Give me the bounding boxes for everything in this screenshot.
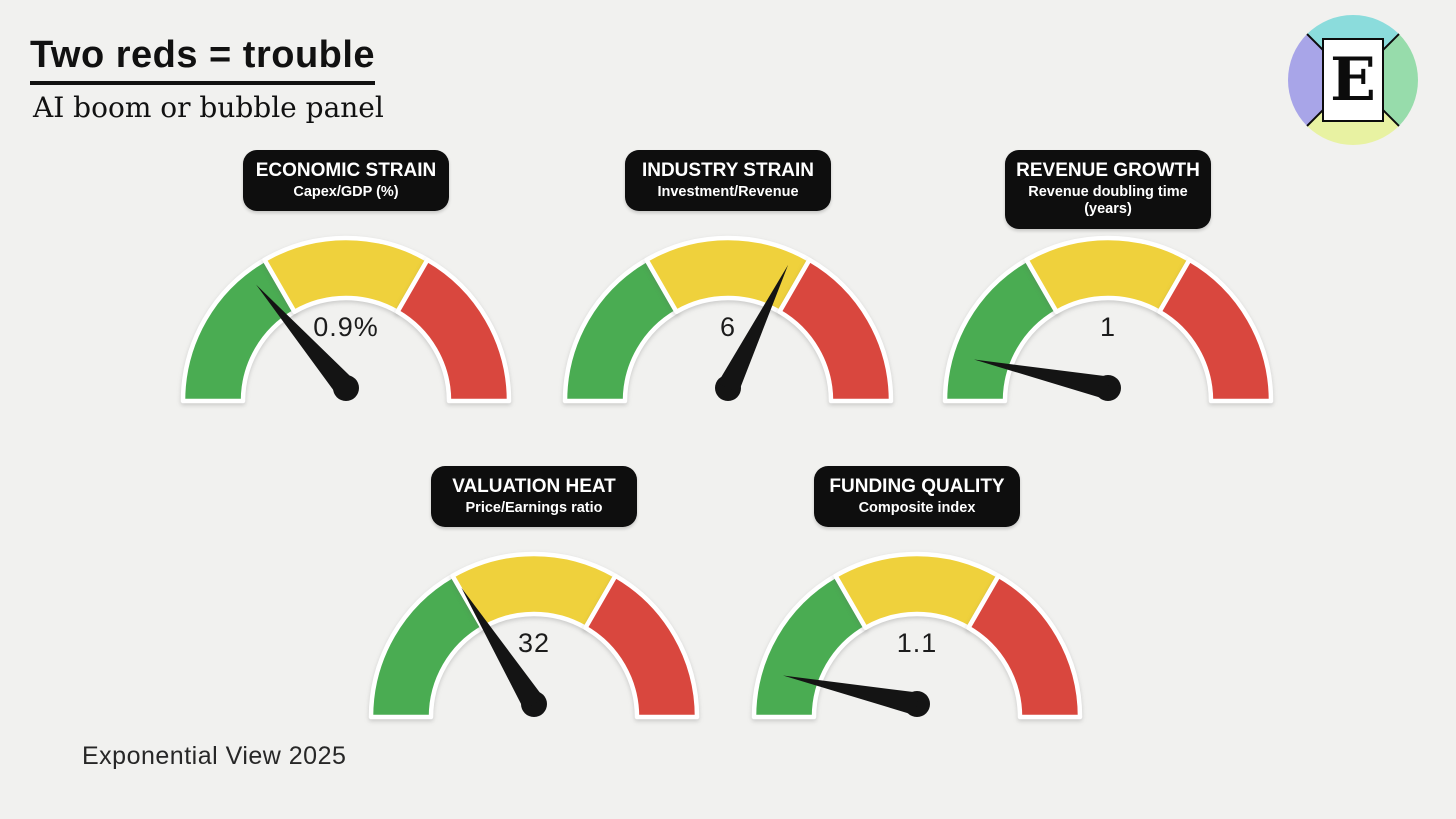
gauge-subtitle: Revenue doubling time (years): [1028, 183, 1188, 218]
gauge-arc-red: [395, 257, 512, 404]
gauge-label-badge: REVENUE GROWTH Revenue doubling time (ye…: [1005, 150, 1211, 229]
gauge-value: 1: [1100, 312, 1116, 342]
header: Two reds = trouble AI boom or bubble pan…: [30, 34, 384, 123]
gauge-value: 6: [720, 312, 736, 342]
gauge-economic-strain: ECONOMIC STRAIN Capex/GDP (%) 0.9%: [166, 150, 526, 420]
gauge-needle: [717, 264, 789, 393]
gauge-subtitle: Price/Earnings ratio: [465, 499, 603, 516]
gauge-arc-red: [777, 257, 894, 404]
gauge-arc-red: [966, 573, 1083, 720]
gauge-title: FUNDING QUALITY: [829, 476, 1005, 497]
gauge-funding-quality: FUNDING QUALITY Composite index 1.1: [737, 466, 1097, 736]
gauge-label-badge: FUNDING QUALITY Composite index: [814, 466, 1020, 528]
gauge-industry-strain: INDUSTRY STRAIN Investment/Revenue 6: [548, 150, 908, 420]
gauge-dial: 1.1: [751, 551, 1083, 720]
gauge-arc-red: [583, 573, 700, 720]
gauge-dial: 0.9%: [180, 235, 512, 404]
gauge-title: REVENUE GROWTH: [1016, 160, 1200, 181]
gauge-revenue-growth: REVENUE GROWTH Revenue doubling time (ye…: [928, 150, 1288, 420]
gauge-valuation-heat: VALUATION HEAT Price/Earnings ratio 32: [354, 466, 714, 736]
gauge-needle: [974, 359, 1111, 400]
gauge-title: INDUSTRY STRAIN: [641, 160, 815, 181]
gauge-value: 1.1: [897, 628, 938, 658]
gauge-value: 0.9%: [313, 312, 379, 342]
gauge-title: VALUATION HEAT: [452, 476, 616, 497]
gauge-label-badge: INDUSTRY STRAIN Investment/Revenue: [625, 150, 831, 212]
exponential-view-logo: E: [1288, 15, 1418, 145]
gauge-dial: 32: [368, 551, 700, 720]
page-title: Two reds = trouble: [30, 34, 376, 85]
gauge-subtitle: Capex/GDP (%): [293, 183, 399, 200]
gauge-needle: [783, 675, 920, 716]
gauge-subtitle: Investment/Revenue: [657, 183, 799, 200]
gauge-arc-red: [1157, 257, 1274, 404]
logo-letter: E: [1322, 38, 1384, 122]
gauge-needle: [461, 587, 544, 711]
gauge-needle: [256, 284, 355, 396]
gauge-dial: 1: [942, 235, 1274, 404]
gauge-label-badge: ECONOMIC STRAIN Capex/GDP (%): [243, 150, 449, 212]
page-subtitle: AI boom or bubble panel: [33, 90, 384, 124]
gauge-subtitle: Composite index: [858, 499, 976, 516]
gauge-label-badge: VALUATION HEAT Price/Earnings ratio: [431, 466, 637, 528]
gauge-value: 32: [518, 628, 550, 658]
gauge-title: ECONOMIC STRAIN: [255, 160, 437, 181]
gauge-dial: 6: [562, 235, 894, 404]
credit-text: Exponential View 2025: [82, 742, 347, 770]
